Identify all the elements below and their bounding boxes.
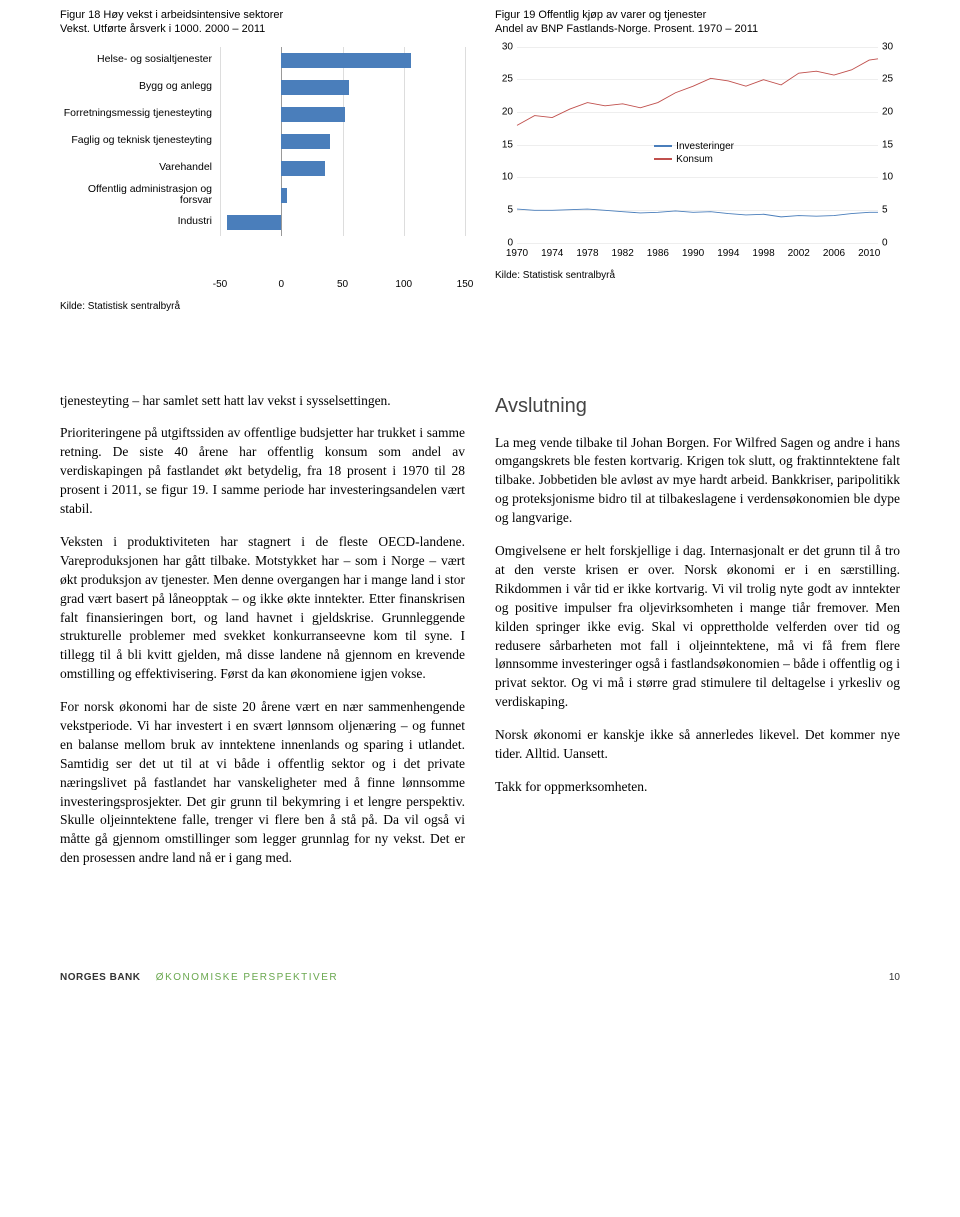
line-ytick-left: 5 <box>495 204 513 215</box>
line-ytick-right: 15 <box>882 139 900 150</box>
line-series <box>517 209 878 217</box>
line-xtick: 2006 <box>823 248 845 259</box>
line-ytick-left: 15 <box>495 139 513 150</box>
line-ytick-left: 30 <box>495 41 513 52</box>
body-paragraph: Veksten i produktiviteten har stagnert i… <box>60 533 465 684</box>
bar-row: Forretningsmessig tjenesteyting <box>60 101 465 128</box>
body-paragraph: For norsk økonomi har de siste 20 årene … <box>60 698 465 868</box>
body-text: tjenesteyting – har samlet sett hatt lav… <box>60 392 900 882</box>
line-ytick-right: 10 <box>882 172 900 183</box>
bar-xtick: -50 <box>213 279 227 290</box>
line-ytick-left: 25 <box>495 74 513 85</box>
bar-category-label: Varehandel <box>60 162 220 174</box>
figure-18-source: Kilde: Statistisk sentralbyrå <box>60 301 465 312</box>
figure-18: Figur 18 Høy vekst i arbeidsintensive se… <box>60 8 465 312</box>
body-paragraph: La meg vende tilbake til Johan Borgen. F… <box>495 434 900 528</box>
bar-category-label: Helse- og sosialtjenester <box>60 54 220 66</box>
legend-item: Investeringer <box>654 141 734 152</box>
bar-category-label: Offentlig administrasjon og forsvar <box>60 184 220 207</box>
figure-19-title: Figur 19 Offentlig kjøp av varer og tjen… <box>495 8 900 37</box>
line-legend: Investeringer Konsum <box>654 141 734 167</box>
legend-item: Konsum <box>654 154 734 165</box>
figure-18-title-line1: Figur 18 Høy vekst i arbeidsintensive se… <box>60 9 283 21</box>
body-paragraph: Prioriteringene på utgiftssiden av offen… <box>60 424 465 518</box>
line-xtick: 1970 <box>506 248 528 259</box>
text-column-right: Avslutning La meg vende tilbake til Johan… <box>495 392 900 882</box>
legend-label: Konsum <box>676 154 713 165</box>
body-paragraph: Omgivelsene er helt forskjellige i dag. … <box>495 542 900 712</box>
line-xtick: 2010 <box>858 248 880 259</box>
section-heading: Avslutning <box>495 392 900 420</box>
bar <box>281 134 330 149</box>
body-paragraph: Norsk økonomi er kanskje ikke så annerle… <box>495 726 900 764</box>
line-ytick-left: 20 <box>495 106 513 117</box>
bar-xtick: 0 <box>278 279 284 290</box>
charts-row: Figur 18 Høy vekst i arbeidsintensive se… <box>60 8 900 312</box>
page: Figur 18 Høy vekst i arbeidsintensive se… <box>0 0 960 1023</box>
bar-row: Industri <box>60 209 465 236</box>
figure-19-title-line1: Figur 19 Offentlig kjøp av varer og tjen… <box>495 9 706 21</box>
line-xtick: 1994 <box>717 248 739 259</box>
figure-18-plot: Helse- og sosialtjenester Bygg og anlegg F… <box>60 47 465 277</box>
footer-left: NORGES BANK ØKONOMISKE PERSPEKTIVER <box>60 972 338 983</box>
footer-bank: NORGES BANK <box>60 972 141 983</box>
body-paragraph: Takk for oppmerksomheten. <box>495 778 900 797</box>
bar-row: Faglig og teknisk tjenesteyting <box>60 128 465 155</box>
figure-19: Figur 19 Offentlig kjøp av varer og tjen… <box>495 8 900 312</box>
bar-category-label: Bygg og anlegg <box>60 81 220 93</box>
bar <box>281 107 345 122</box>
page-footer: NORGES BANK ØKONOMISKE PERSPEKTIVER 10 <box>60 972 900 983</box>
bar-category-label: Industri <box>60 216 220 228</box>
bar-xtick: 150 <box>457 279 474 290</box>
bar-xtick: 50 <box>337 279 348 290</box>
line-ytick-left: 10 <box>495 172 513 183</box>
line-series <box>517 58 878 125</box>
bar <box>227 215 281 230</box>
line-ytick-left: 0 <box>495 237 513 248</box>
bar <box>281 53 411 68</box>
line-xtick: 1978 <box>576 248 598 259</box>
line-xtick: 1990 <box>682 248 704 259</box>
bar-row: Helse- og sosialtjenester <box>60 47 465 74</box>
line-ytick-right: 25 <box>882 74 900 85</box>
bar <box>281 80 348 95</box>
line-ytick-right: 20 <box>882 106 900 117</box>
line-xtick: 1986 <box>647 248 669 259</box>
bar-row: Offentlig administrasjon og forsvar <box>60 182 465 209</box>
bar-category-label: Forretningsmessig tjenesteyting <box>60 108 220 120</box>
figure-19-xaxis: 1970197419781982198619901994199820022006… <box>517 248 878 262</box>
line-ytick-right: 5 <box>882 204 900 215</box>
figure-19-source: Kilde: Statistisk sentralbyrå <box>495 270 900 281</box>
bar-category-label: Faglig og teknisk tjenesteyting <box>60 135 220 147</box>
bar <box>281 188 287 203</box>
figure-18-title-line2: Vekst. Utførte årsverk i 1000. 2000 – 20… <box>60 23 265 35</box>
line-xtick: 2002 <box>788 248 810 259</box>
text-column-left: tjenesteyting – har samlet sett hatt lav… <box>60 392 465 882</box>
figure-18-xaxis: -50050100150 <box>60 279 465 293</box>
footer-section: ØKONOMISKE PERSPEKTIVER <box>156 972 338 983</box>
body-paragraph: tjenesteyting – har samlet sett hatt lav… <box>60 392 465 411</box>
figure-18-title: Figur 18 Høy vekst i arbeidsintensive se… <box>60 8 465 37</box>
line-xtick: 1974 <box>541 248 563 259</box>
bar-xtick: 100 <box>395 279 412 290</box>
line-xtick: 1998 <box>752 248 774 259</box>
bar <box>281 161 325 176</box>
line-xtick: 1982 <box>612 248 634 259</box>
figure-19-title-line2: Andel av BNP Fastlands-Norge. Prosent. 1… <box>495 23 758 35</box>
bar-row: Bygg og anlegg <box>60 74 465 101</box>
line-ytick-right: 30 <box>882 41 900 52</box>
figure-19-plot: 005510101515202025253030InvesteringerKon… <box>495 47 900 262</box>
legend-label: Investeringer <box>676 141 734 152</box>
line-ytick-right: 0 <box>882 237 900 248</box>
bar-row: Varehandel <box>60 155 465 182</box>
footer-page-number: 10 <box>889 972 900 983</box>
